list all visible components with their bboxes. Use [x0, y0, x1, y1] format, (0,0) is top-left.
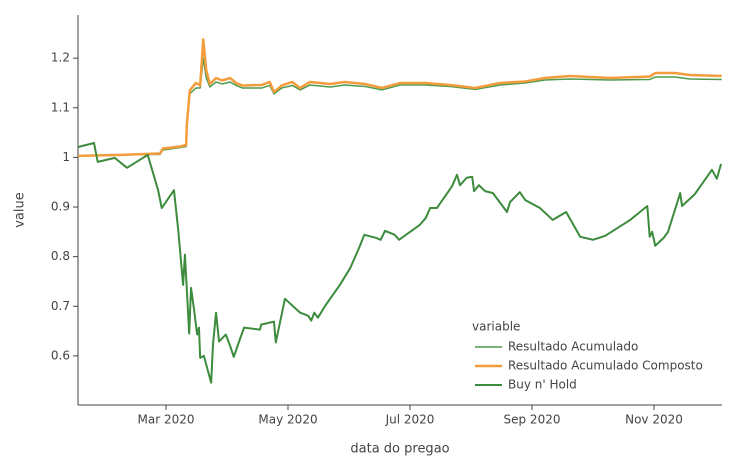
x-tick-label: Sep 2020	[504, 413, 561, 427]
y-tick-label: 0.9	[51, 200, 70, 214]
legend-title: variable	[472, 320, 520, 334]
x-tick-label: Jul 2020	[385, 413, 435, 427]
series-line	[77, 142, 723, 384]
y-tick-label: 0.8	[51, 249, 70, 263]
series-line	[78, 57, 722, 157]
x-tick-label: May 2020	[258, 413, 317, 427]
y-tick-label: 1	[62, 150, 70, 164]
legend-label: Resultado Acumulado Composto	[508, 359, 703, 373]
x-tick-label: Nov 2020	[625, 413, 683, 427]
y-tick-label: 0.6	[51, 348, 70, 362]
x-axis-title: data do pregao	[350, 442, 449, 457]
y-tick-label: 1.2	[51, 51, 70, 65]
legend-label: Resultado Acumulado	[508, 340, 638, 354]
y-tick-label: 0.7	[51, 299, 70, 313]
legend-label: Buy n' Hold	[508, 378, 577, 392]
x-tick-label: Mar 2020	[138, 413, 195, 427]
y-axis-title: value	[13, 192, 28, 228]
y-tick-label: 1.1	[51, 100, 70, 114]
series-line	[78, 38, 722, 158]
